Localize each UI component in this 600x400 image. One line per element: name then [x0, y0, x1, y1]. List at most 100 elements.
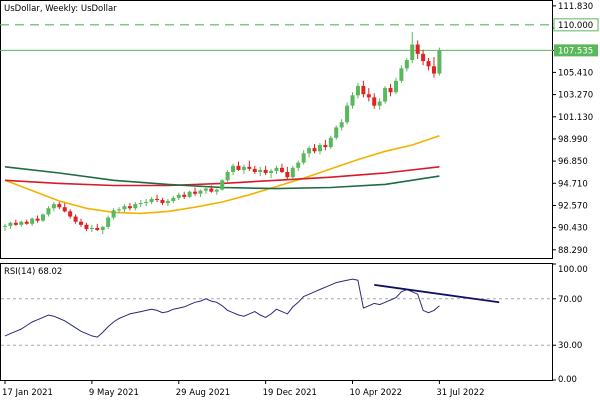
rsi-panel[interactable] — [0, 263, 553, 381]
candle — [89, 224, 94, 233]
candle — [111, 208, 116, 220]
candle — [79, 218, 84, 227]
candle — [193, 187, 198, 196]
candle — [399, 65, 404, 83]
candle — [247, 160, 252, 171]
candle — [437, 47, 442, 76]
price-axis: 111.830109.690107.535105.410103.270101.1… — [553, 2, 599, 256]
candle — [225, 169, 230, 183]
candle — [301, 150, 306, 165]
candle — [84, 222, 89, 232]
candle — [258, 166, 263, 177]
candle — [57, 202, 62, 210]
rsi-indicator-label: RSI(14) 68.02 — [4, 267, 62, 277]
ma-fast-line — [4, 134, 440, 215]
candle — [203, 186, 208, 194]
candle — [19, 220, 24, 227]
candle — [220, 179, 225, 191]
candle — [171, 195, 176, 204]
candle — [138, 199, 143, 208]
candle — [214, 188, 219, 195]
candle — [334, 125, 339, 140]
candle — [46, 206, 51, 217]
price-tick-label: 92.570 — [558, 201, 588, 211]
candle — [24, 219, 29, 225]
time-tick-label: 19 Dec 2021 — [263, 388, 317, 398]
svg-text:110.000: 110.000 — [558, 21, 593, 31]
candle — [35, 215, 40, 223]
candle — [176, 192, 181, 200]
price-tick-label: 111.830 — [558, 2, 593, 12]
candle — [345, 102, 350, 125]
svg-text:107.535: 107.535 — [558, 46, 593, 56]
candle — [122, 204, 127, 213]
price-tag-current: 107.535 — [554, 44, 598, 57]
candle — [372, 93, 377, 109]
candle — [30, 217, 35, 226]
moving-averages — [4, 134, 440, 215]
price-tick-label: 98.990 — [558, 135, 588, 145]
chart-title: UsDollar, Weekly: UsDollar — [4, 4, 117, 14]
price-tick-label: 96.850 — [558, 157, 588, 167]
candle — [252, 165, 257, 175]
candle — [144, 198, 149, 207]
candle — [62, 203, 67, 213]
candle — [41, 213, 46, 222]
time-axis: 17 Jan 2021 9 May 2021 29 Aug 2021 19 Dec 2… — [2, 380, 485, 398]
candle — [51, 202, 56, 212]
candle — [95, 223, 100, 232]
candle — [187, 190, 192, 198]
candle — [328, 135, 333, 150]
candle — [127, 203, 132, 211]
candle — [339, 119, 344, 131]
candle — [317, 142, 322, 155]
candle — [285, 166, 290, 180]
rsi-axis: 100.00 70.00 30.00 0.00 — [553, 263, 588, 385]
candle — [307, 146, 312, 158]
price-tick-label: 88.290 — [558, 246, 588, 256]
candle — [100, 225, 105, 235]
candle — [426, 57, 431, 71]
time-tick-label: 9 May 2021 — [89, 388, 139, 398]
rsi-tick-label: 100.00 — [558, 265, 588, 275]
price-tick-label: 103.270 — [558, 91, 593, 101]
candle — [155, 194, 160, 203]
candle — [431, 56, 436, 78]
price-panel[interactable] — [0, 0, 553, 259]
price-tick-label: 90.430 — [558, 224, 588, 234]
candle — [149, 196, 154, 205]
horizontal-levels[interactable] — [0, 24, 553, 51]
time-tick-label: 17 Jan 2021 — [2, 388, 53, 398]
candle — [263, 165, 268, 176]
candle — [312, 144, 317, 154]
candle — [350, 92, 355, 109]
candle — [241, 164, 246, 175]
price-tick-label: 101.130 — [558, 113, 593, 123]
candle — [209, 185, 214, 193]
candle — [165, 198, 170, 207]
candle — [279, 163, 284, 174]
candle — [106, 215, 111, 229]
candle — [160, 197, 165, 206]
rsi-series — [4, 278, 500, 338]
time-tick-label: 31 Jul 2022 — [436, 388, 484, 398]
candle — [236, 161, 241, 171]
candle — [377, 98, 382, 110]
candle — [296, 160, 301, 171]
candle — [383, 85, 388, 104]
candle — [361, 80, 366, 98]
candlestick-series — [3, 32, 442, 235]
rsi-line — [4, 278, 440, 338]
rsi-tick-label: 0.00 — [558, 375, 577, 385]
candle — [290, 165, 295, 180]
price-tick-label: 94.710 — [558, 179, 588, 189]
candle — [198, 189, 203, 197]
candle — [231, 163, 236, 176]
candle — [323, 139, 328, 151]
candle — [182, 191, 187, 199]
candle — [393, 77, 398, 95]
candle — [404, 57, 409, 72]
candle — [355, 82, 360, 99]
rsi-trend-line[interactable] — [374, 283, 500, 304]
